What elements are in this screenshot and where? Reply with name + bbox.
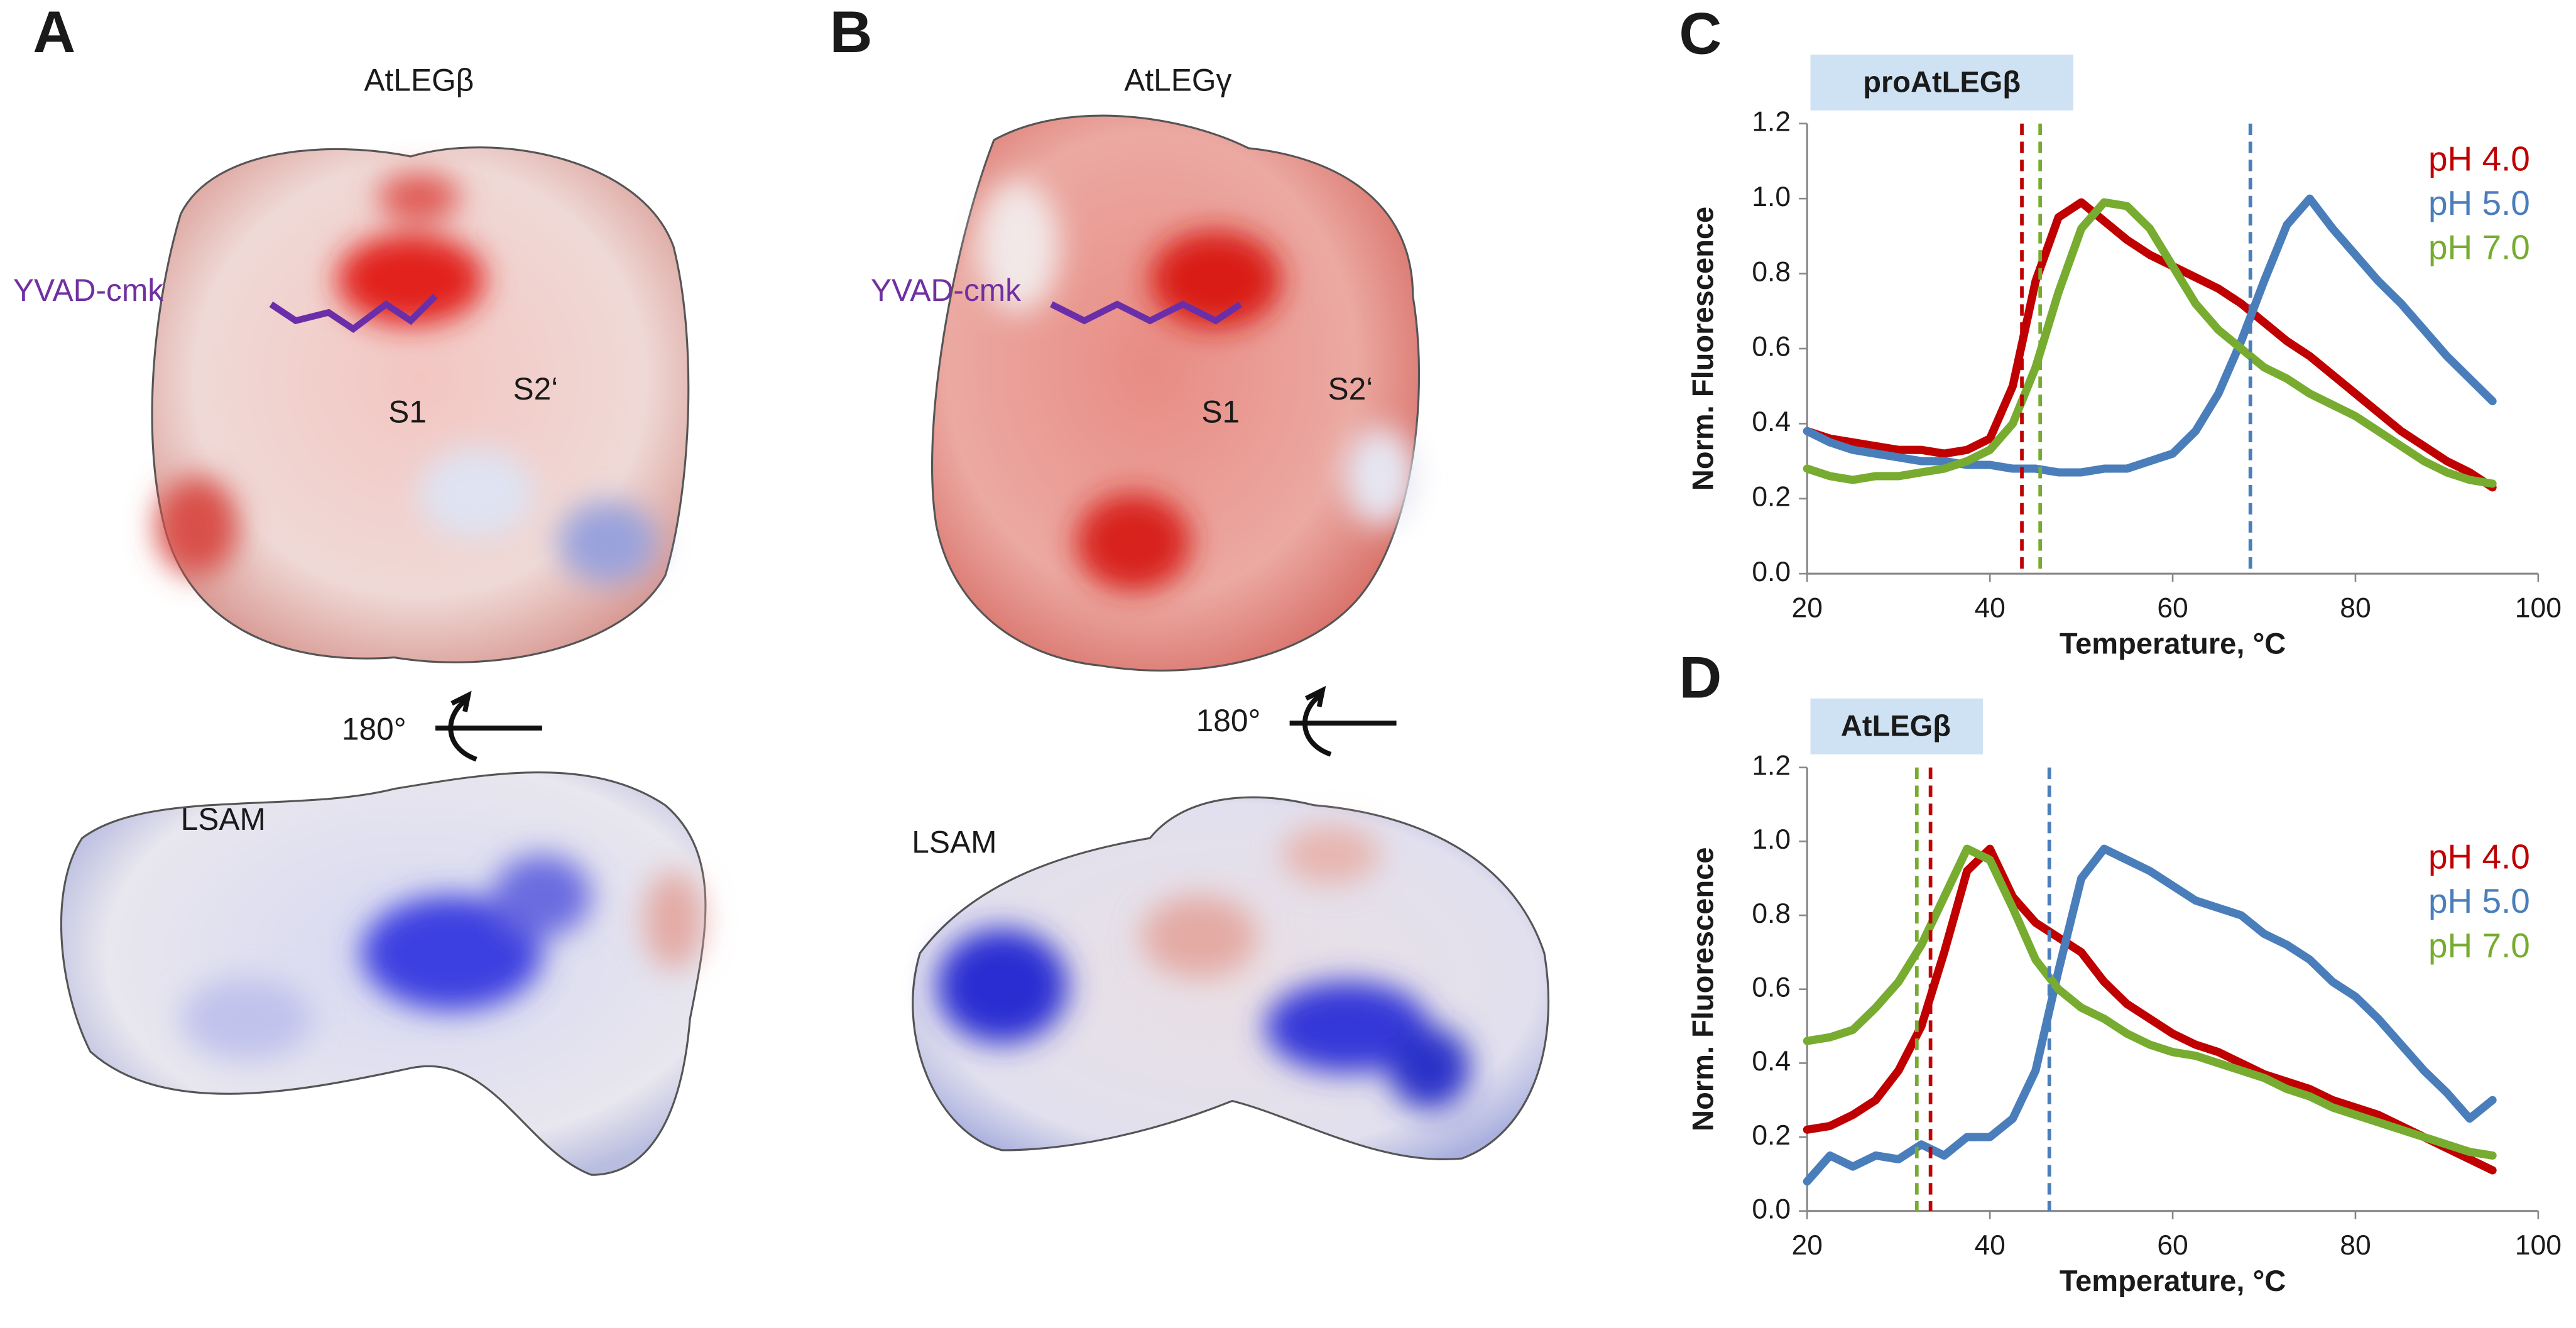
y-tick-label: 0.4 [1752,1046,1791,1077]
domain-label: LSAM [912,825,996,860]
y-tick-label: 0.2 [1752,482,1791,513]
legend-label: pH 5.0 [2428,881,2530,920]
panel-label: C [1679,1,1722,67]
y-tick-label: 1.0 [1752,824,1791,855]
line-series [1803,194,2497,477]
protein-name: AtLEGβ [364,62,474,97]
ligand-label: YVAD-cmk [13,273,163,308]
y-tick-label: 1.2 [1752,106,1791,137]
line-series [1803,198,2497,488]
x-tick-label: 100 [2515,592,2562,623]
panel-label: A [33,0,75,65]
y-tick-label: 0.0 [1752,557,1791,587]
y-tick-label: 0.6 [1752,972,1791,1003]
badge: AtLEGβ [1841,709,1951,742]
y-tick-label: 1.2 [1752,750,1791,781]
x-axis-title: Temperature, °C [2060,627,2286,660]
site-label: S2‘ [1328,371,1373,406]
x-tick-label: 20 [1792,1230,1823,1261]
site-label: S2‘ [513,371,559,406]
site-label: S1 [388,395,427,430]
y-tick-label: 0.2 [1752,1120,1791,1151]
y-tick-label: 0.6 [1752,332,1791,362]
x-axis-title: Temperature, °C [2060,1264,2286,1297]
structure-b [912,114,1550,1160]
site-label: S1 [1201,395,1240,430]
line-series [1803,844,2497,1175]
badge: proAtLEGβ [1863,65,2021,98]
ligand-label: YVAD-cmk [871,273,1021,308]
y-axis-title: Norm. Fluorescence [1686,847,1720,1131]
chart-d: D AtLEGβ 0.0 0.2 0.4 0.6 0.8 1.0 1.2 20 40 60 80 100 T… [1679,645,2562,1298]
y-tick-label: 0.8 [1752,256,1791,287]
x-tick-label: 80 [2340,592,2371,623]
y-axis-title: Norm. Fluorescence [1686,207,1720,491]
rotation-label: 180° [342,711,407,746]
y-tick-label: 0.4 [1752,406,1791,437]
x-tick-label: 60 [2157,592,2188,623]
x-tick-label: 100 [2515,1230,2562,1261]
panel-label: B [829,0,872,65]
structure-a [60,146,707,1176]
badge-bg [1810,698,1984,754]
protein-name: AtLEGγ [1124,62,1231,97]
y-tick-label: 1.0 [1752,182,1791,212]
badge-bg [1810,54,2073,111]
x-tick-label: 80 [2340,1230,2371,1261]
domain-label: LSAM [181,802,266,837]
legend-label: pH 4.0 [2428,139,2530,178]
legend-label: pH 5.0 [2428,183,2530,222]
line-series [1803,198,2497,492]
x-tick-label: 40 [1974,1230,2005,1261]
y-tick-label: 0.8 [1752,898,1791,929]
x-tick-label: 20 [1792,592,1823,623]
x-tick-label: 40 [1974,592,2005,623]
line-series [1803,844,2497,1186]
y-tick-label: 0.0 [1752,1194,1791,1224]
legend-label: pH 7.0 [2428,228,2530,267]
rotation-label: 180° [1196,703,1261,738]
rotation-icons [435,685,1397,762]
panel-label: D [1679,645,1722,710]
legend-label: pH 7.0 [2428,926,2530,965]
line-series [1803,844,2497,1160]
x-tick-label: 60 [2157,1230,2188,1261]
legend-label: pH 4.0 [2428,837,2530,876]
